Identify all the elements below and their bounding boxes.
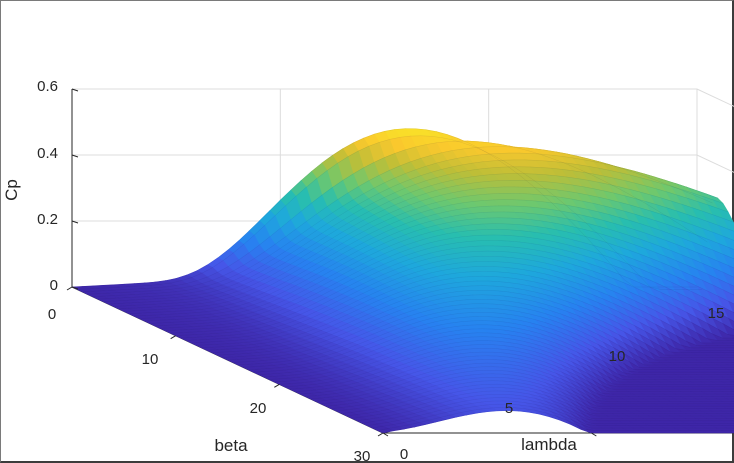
z-tick-0: 0 bbox=[50, 277, 58, 294]
surface-mesh bbox=[71, 128, 734, 434]
y-tick-15: 15 bbox=[708, 305, 725, 322]
x-tick-30: 30 bbox=[354, 448, 371, 463]
x-tick-mark bbox=[66, 286, 73, 291]
z-tick-0.6: 0.6 bbox=[37, 78, 58, 95]
x-axis-label: beta bbox=[214, 436, 248, 455]
x-tick-mark bbox=[377, 432, 384, 437]
x-tick-10: 10 bbox=[142, 351, 159, 368]
x-tick-mark bbox=[170, 335, 176, 340]
y-axis-label: lambda bbox=[521, 435, 577, 454]
y-tick-5: 5 bbox=[505, 400, 513, 417]
z-tick-0.4: 0.4 bbox=[37, 145, 58, 162]
x-tick-0: 0 bbox=[48, 306, 56, 323]
x-tick-mark bbox=[274, 383, 280, 388]
z-tick-0.2: 0.2 bbox=[37, 211, 58, 228]
z-axis-label: Cp bbox=[2, 179, 21, 201]
y-tick-10: 10 bbox=[609, 348, 626, 365]
y-tick-0: 0 bbox=[400, 446, 408, 463]
x-tick-20: 20 bbox=[250, 400, 267, 417]
